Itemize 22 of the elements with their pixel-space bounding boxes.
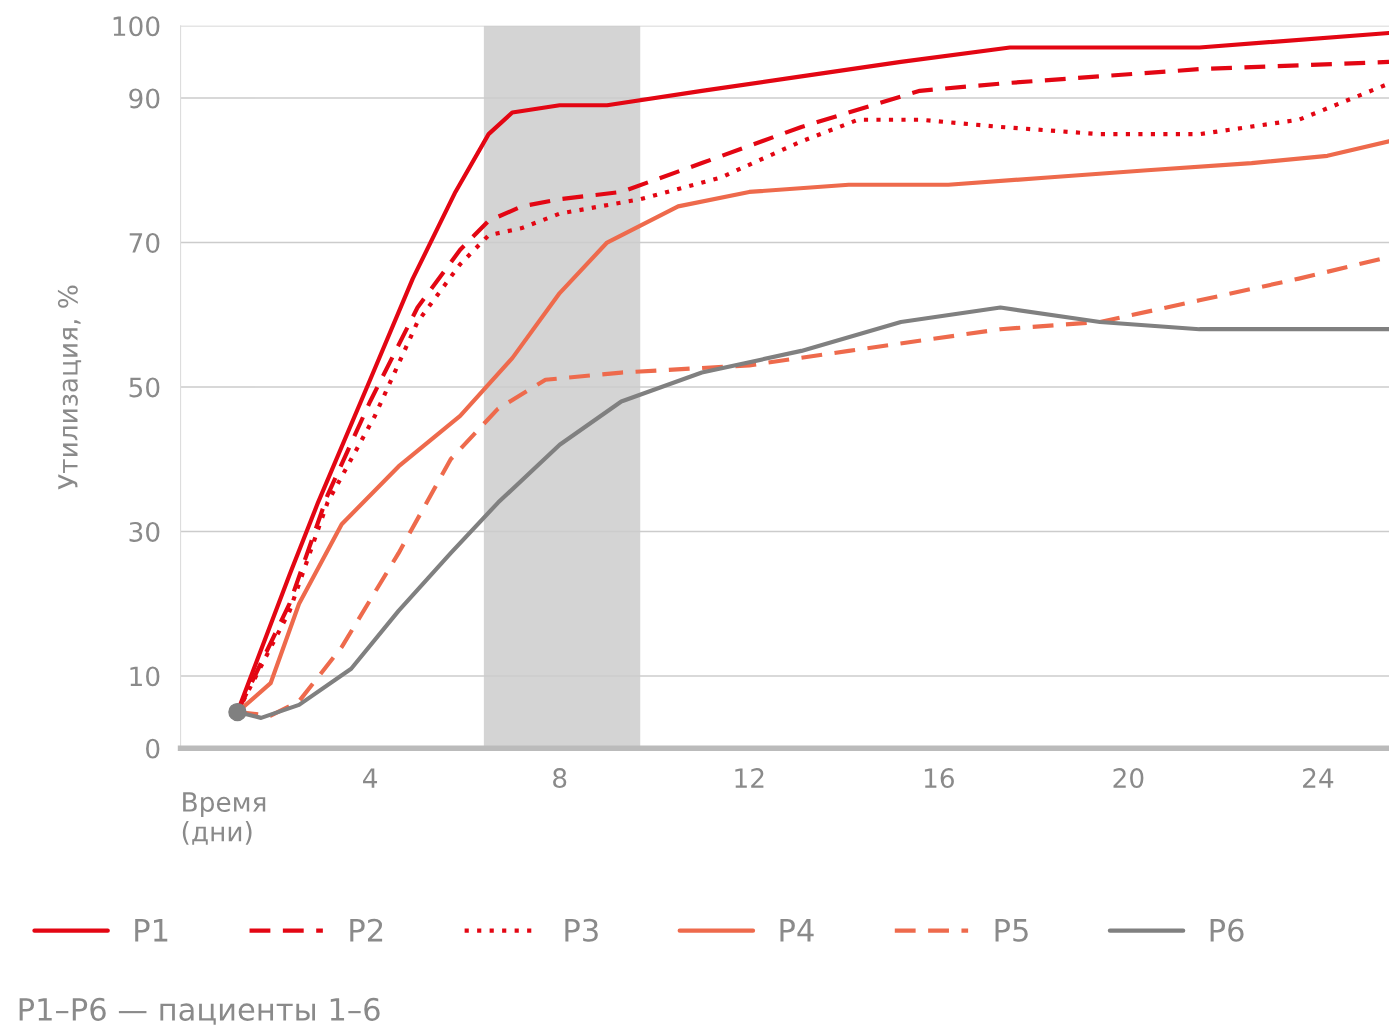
y-tick-label: 50 [129, 377, 160, 398]
legend-label: P5 [995, 919, 1028, 942]
legend-label: P4 [780, 919, 814, 942]
y-tick-label: 70 [129, 232, 160, 253]
y-tick-label: 0 [146, 738, 160, 759]
x-tick-label: 4 [363, 768, 378, 788]
x-tick-label: 16 [924, 768, 954, 789]
x-axis-title: Время (дни) [182, 792, 266, 845]
x-tick-label: 8 [553, 768, 567, 789]
y-tick-label: 10 [130, 666, 160, 687]
legend-label: P6 [1210, 918, 1244, 942]
y-tick-label: 100 [113, 16, 160, 37]
text: P1–P6 — пациенты 1–6 [19, 997, 380, 1025]
legend-label: P2 [350, 918, 383, 942]
legend-label: P1 [135, 919, 168, 942]
y-tick-label: 90 [129, 88, 160, 109]
y-tick-label: 30 [129, 521, 160, 542]
x-tick-label: 20 [1113, 768, 1144, 789]
x-tick-label: 12 [735, 768, 764, 788]
y-axis-title: Утилизация, % [57, 285, 82, 490]
legend-label: P3 [565, 918, 598, 942]
x-tick-label: 24 [1303, 768, 1334, 788]
